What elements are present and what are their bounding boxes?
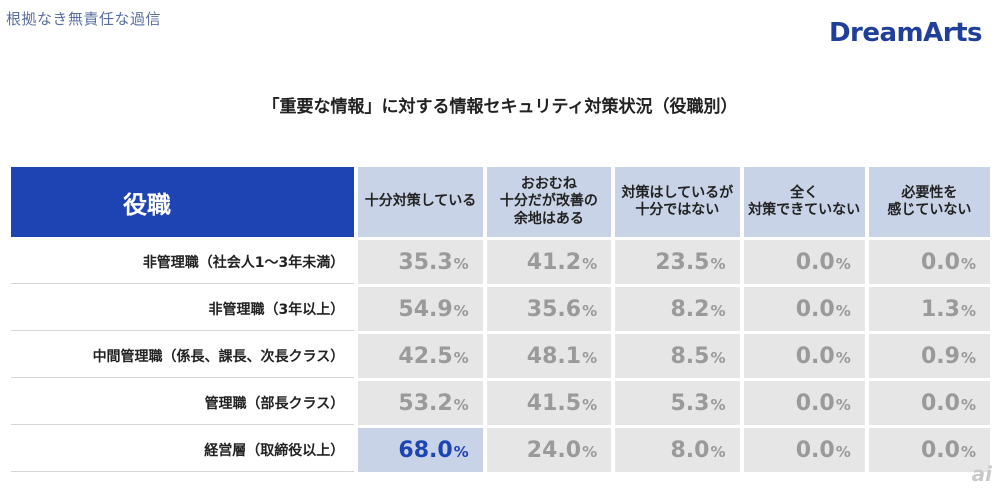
value-cell: 8.5% [615,334,740,378]
value-cell: 35.6% [486,287,612,331]
table-body: 非管理職（社会人1～3年未満） 35.3% 41.2% 23.5% 0.0% 0.0% 非管… [11,240,990,472]
value-number: 0.0 [795,390,835,416]
value-cell: 54.9% [358,287,483,331]
percent-unit: % [453,254,469,273]
percent-unit: % [835,395,851,414]
percent-unit: % [582,395,598,414]
row-label: 経営層（取締役以上） [11,428,355,472]
percent-unit: % [453,395,469,414]
row-label: 非管理職（3年以上） [11,287,355,331]
row-label: 非管理職（社会人1～3年未満） [11,240,355,284]
percent-unit: % [710,442,726,461]
row-label: 管理職（部長クラス） [11,381,355,425]
percent-unit: % [710,301,726,320]
value-cell: 53.2% [358,381,483,425]
value-number: 0.0 [795,296,835,322]
value-number: 0.0 [795,343,835,369]
security-table: 役職 十分対策している おおむね 十分だが改善の 余地はある 対策はしているが 十分… [7,164,994,475]
value-cell: 1.3% [868,287,990,331]
value-number: 41.2 [526,249,582,275]
value-cell: 24.0% [486,428,612,472]
table-row: 非管理職（3年以上） 54.9% 35.6% 8.2% 0.0% 1.3% [11,287,990,331]
percent-unit: % [835,348,851,367]
column-header: おおむね 十分だが改善の 余地はある [486,167,612,237]
value-number: 0.0 [920,390,960,416]
percent-unit: % [582,442,598,461]
value-number: 1.3 [920,296,960,322]
value-cell: 8.2% [615,287,740,331]
value-cell: 0.0% [868,428,990,472]
percent-unit: % [960,442,976,461]
value-number: 0.0 [920,249,960,275]
percent-unit: % [710,395,726,414]
chart-title: 「重要な情報」に対する情報セキュリティ対策状況（役職別） [262,97,738,117]
value-cell: 5.3% [615,381,740,425]
column-header: 全く 対策できていない [743,167,865,237]
percent-unit: % [960,348,976,367]
percent-unit: % [960,301,976,320]
value-number: 8.0 [670,437,710,463]
percent-unit: % [960,395,976,414]
value-number: 8.5 [670,343,710,369]
value-cell: 41.5% [486,381,612,425]
value-cell: 0.0% [743,240,865,284]
value-cell: 0.0% [743,287,865,331]
value-cell: 0.0% [743,334,865,378]
value-number: 42.5 [398,343,453,369]
percent-unit: % [582,254,598,273]
value-cell: 0.0% [868,240,990,284]
percent-unit: % [453,442,469,461]
value-number: 54.9 [398,296,453,322]
value-cell: 0.0% [743,428,865,472]
header-row: 役職 十分対策している おおむね 十分だが改善の 余地はある 対策はしているが 十分… [11,167,990,237]
percent-unit: % [453,301,469,320]
value-number: 41.5 [526,390,582,416]
dreamarts-logo: DreamArts [828,18,983,48]
percent-unit: % [835,254,851,273]
value-number: 35.3 [398,249,453,275]
value-cell: 42.5% [358,334,483,378]
column-header: 十分対策している [358,167,483,237]
value-number: 23.5 [655,249,710,275]
value-number: 5.3 [670,390,710,416]
value-number: 68.0 [398,437,453,463]
row-label: 中間管理職（係長、課長、次長クラス） [11,334,355,378]
percent-unit: % [835,442,851,461]
top-note: 根拠なき無責任な過信 [6,10,162,28]
percent-unit: % [453,348,469,367]
ai-watermark: ai [971,462,992,486]
role-column-header: 役職 [11,167,355,237]
table-row: 非管理職（社会人1～3年未満） 35.3% 41.2% 23.5% 0.0% 0.0% [11,240,990,284]
value-number: 53.2 [398,390,453,416]
value-cell: 8.0% [615,428,740,472]
table-row: 中間管理職（係長、課長、次長クラス） 42.5% 48.1% 8.5% 0.0% 0.9% [11,334,990,378]
value-cell: 35.3% [358,240,483,284]
value-cell: 0.0% [868,381,990,425]
value-number: 35.6 [526,296,582,322]
value-number: 0.0 [795,249,835,275]
value-cell: 23.5% [615,240,740,284]
value-number: 0.9 [920,343,960,369]
percent-unit: % [710,254,726,273]
value-cell: 0.9% [868,334,990,378]
percent-unit: % [960,254,976,273]
table-row: 管理職（部長クラス） 53.2% 41.5% 5.3% 0.0% 0.0% [11,381,990,425]
column-header: 対策はしているが 十分ではない [615,167,740,237]
value-number: 8.2 [670,296,710,322]
value-number: 48.1 [526,343,582,369]
value-cell: 41.2% [486,240,612,284]
value-cell: 68.0% [358,428,483,472]
value-number: 0.0 [795,437,835,463]
percent-unit: % [582,348,598,367]
percent-unit: % [710,348,726,367]
value-number: 24.0 [526,437,582,463]
table-row: 経営層（取締役以上） 68.0% 24.0% 8.0% 0.0% 0.0% [11,428,990,472]
value-cell: 48.1% [486,334,612,378]
percent-unit: % [835,301,851,320]
percent-unit: % [582,301,598,320]
value-number: 0.0 [920,437,960,463]
column-header: 必要性を 感じていない [868,167,990,237]
value-cell: 0.0% [743,381,865,425]
